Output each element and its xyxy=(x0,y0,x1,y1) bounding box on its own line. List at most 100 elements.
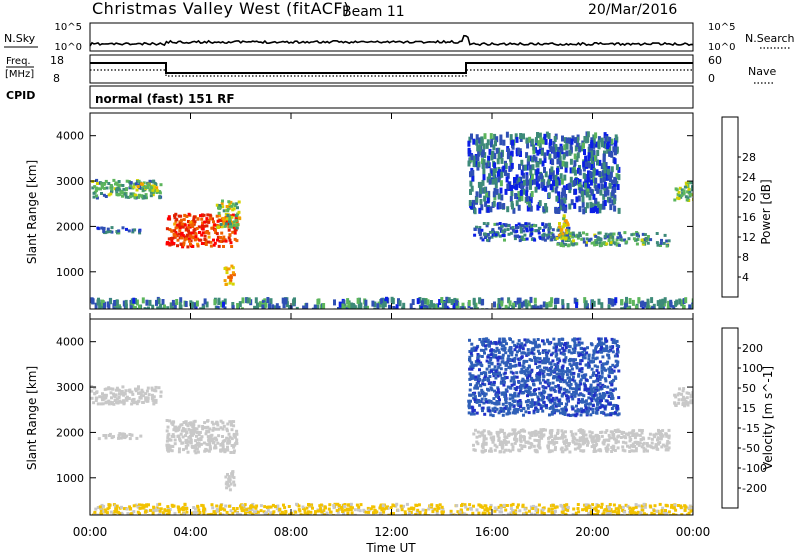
scatter-cell xyxy=(182,243,186,247)
scatter-cell xyxy=(564,346,568,350)
scatter-cell xyxy=(144,193,148,197)
scatter-cell xyxy=(577,343,581,347)
scatter-cell xyxy=(167,237,171,241)
scatter-cell xyxy=(137,195,140,199)
scatter-cell xyxy=(613,205,617,212)
scatter-cell xyxy=(517,357,521,361)
scatter-cell xyxy=(107,399,111,403)
scatter-cell xyxy=(170,229,174,233)
scatter-cell xyxy=(558,150,562,157)
scatter-cell xyxy=(102,393,106,397)
scatter-cell xyxy=(586,365,590,369)
scatter-cell xyxy=(342,511,346,515)
scatter-cell xyxy=(539,433,543,437)
scatter-cell xyxy=(140,182,144,186)
scatter-cell xyxy=(510,184,513,191)
scatter-cell xyxy=(212,437,216,441)
scatter-cell xyxy=(159,303,163,309)
scatter-cell xyxy=(578,231,582,235)
scatter-cell xyxy=(476,430,480,434)
scatter-cell xyxy=(496,386,500,390)
scatter-cell xyxy=(483,383,487,387)
scatter-cell xyxy=(206,513,210,515)
scatter-cell xyxy=(595,207,599,214)
scatter-cell xyxy=(645,237,648,241)
scatter-cell xyxy=(596,150,600,156)
scatter-cell xyxy=(96,226,100,230)
scatter-cell xyxy=(194,447,198,451)
scatter-cell xyxy=(507,440,510,444)
scatter-cell xyxy=(550,297,554,304)
scatter-cell xyxy=(154,398,158,402)
scatter-cell xyxy=(196,504,200,508)
scatter-cell xyxy=(619,506,623,510)
scatter-cell xyxy=(224,504,228,508)
scatter-cell xyxy=(599,177,603,184)
scatter-cell xyxy=(519,401,523,405)
scatter-cell xyxy=(542,386,546,390)
scatter-cell xyxy=(237,200,241,204)
scatter-cell xyxy=(109,298,113,305)
scatter-cell xyxy=(134,400,138,404)
scatter-cell xyxy=(499,227,503,231)
scatter-cell xyxy=(590,150,594,157)
scatter-cell xyxy=(480,228,484,232)
scatter-cell xyxy=(506,183,510,190)
scatter-cell xyxy=(467,300,471,306)
scatter-cell xyxy=(599,337,603,341)
scatter-cell xyxy=(149,508,152,512)
scatter-cell xyxy=(613,449,617,452)
scatter-cell xyxy=(502,165,506,172)
scatter-cell xyxy=(469,412,473,416)
scatter-cell xyxy=(276,504,280,508)
scatter-cell xyxy=(509,231,513,235)
scatter-cell xyxy=(542,404,546,408)
scatter-cell xyxy=(498,398,501,402)
scatter-cell xyxy=(382,507,386,511)
scatter-cell xyxy=(367,508,371,512)
scatter-cell xyxy=(254,506,258,510)
scatter-cell xyxy=(595,385,599,389)
scatter-cell xyxy=(646,298,650,305)
scatter-cell xyxy=(598,237,602,241)
scatter-cell xyxy=(580,400,584,404)
scatter-cell xyxy=(551,159,555,166)
scatter-cell xyxy=(174,219,178,223)
scatter-cell xyxy=(288,305,291,309)
scatter-cell xyxy=(594,508,598,512)
scatter-cell xyxy=(478,137,482,144)
scatter-cell xyxy=(540,511,544,515)
scatter-cell xyxy=(104,434,108,437)
scatter-cell xyxy=(523,343,527,347)
scatter-cell xyxy=(563,387,566,391)
scatter-cell xyxy=(500,409,504,413)
scatter-cell xyxy=(570,367,574,371)
scatter-cell xyxy=(543,152,547,159)
colorbar-tick-label: 28 xyxy=(742,151,756,164)
scatter-cell xyxy=(196,217,200,221)
scatter-cell xyxy=(625,296,628,303)
scatter-cell xyxy=(608,182,612,189)
scatter-cell xyxy=(566,508,570,512)
scatter-cell xyxy=(517,148,521,155)
scatter-cell xyxy=(215,214,219,218)
scatter-cell xyxy=(638,441,642,445)
scatter-cell xyxy=(198,431,202,434)
scatter-cell xyxy=(201,427,205,431)
scatter-cell xyxy=(509,226,513,230)
scatter-cell xyxy=(596,388,600,392)
scatter-cell xyxy=(526,403,530,407)
scatter-cell xyxy=(636,442,639,446)
scatter-cell xyxy=(600,505,603,509)
scatter-cell xyxy=(481,430,485,434)
scatter-cell xyxy=(603,132,607,139)
scatter-cell xyxy=(346,503,350,507)
scatter-cell xyxy=(469,506,473,510)
scatter-cell xyxy=(495,346,499,350)
scatter-cell xyxy=(592,450,596,453)
scatter-cell xyxy=(372,511,375,515)
scatter-cell xyxy=(169,445,173,449)
scatter-cell xyxy=(596,187,600,194)
scatter-cell xyxy=(472,138,476,145)
scatter-cell xyxy=(192,216,196,220)
